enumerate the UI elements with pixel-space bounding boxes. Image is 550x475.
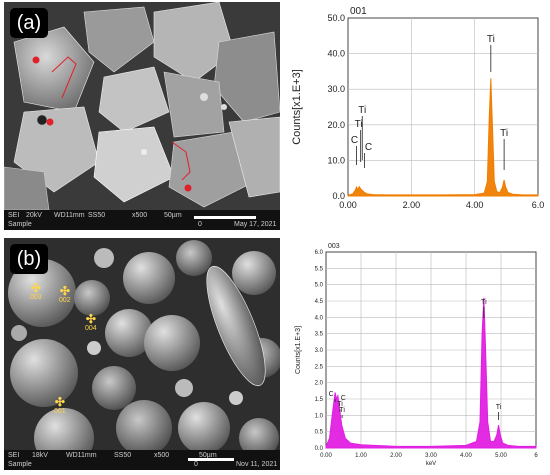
sem-a-scale: 50µm [164,212,182,219]
crosshair-icon: ✣ [59,284,70,298]
eds-a-y-axis-label: Counts[x1.E+3] [291,69,303,145]
sem-b-marker-003-label: 003 [30,294,42,301]
sem-a-marker-2 [46,118,54,126]
eds-b-x-tick-label: 1.00 [355,453,367,459]
sem-b-marker-002: ✣ 002 [59,285,71,304]
sem-a-date: May 17, 2021 [234,221,277,228]
eds-b-peak-label: Ti [339,407,345,414]
eds-a-x-tick-label: 4.00 [466,200,484,210]
sem-image-b: (b) ✣ 003 ✣ 002 ✣ 004 ✣ 001 SEI 18kV WD1… [4,238,280,470]
eds-a-peak-label: Ti [487,34,495,45]
sem-a-wd: WD11mm [54,212,85,219]
sem-a-zero: 0 [198,221,202,228]
eds-b-peak-label: C [329,391,334,398]
eds-b-spectrum-id: 003 [328,243,340,250]
eds-a-peak-label: Ti [355,119,363,130]
sem-a-voltage: 20kV [26,212,42,219]
sem-b-sample: Sample [8,461,32,468]
crosshair-icon: ✣ [30,281,41,295]
eds-b-y-tick-label: 4.0 [315,315,324,321]
eds-b-y-tick-label: 2.5 [315,364,324,370]
sem-image-a-particles [4,2,280,230]
sem-b-wd: WD11mm [66,452,97,459]
eds-chart-b: 003 0.0 0.5 1.0 1.5 2.0 2.5 3.0 3.5 4.0 4.5 5.0 5.5 6… [286,236,550,472]
eds-a-peak-label: Ti [500,128,508,139]
eds-b-x-tick-label: 3.00 [425,453,437,459]
eds-b-x-tick-label: 6 [534,453,538,459]
sem-a-marker-1 [32,56,40,64]
sem-b-marker-004-label: 004 [85,325,97,332]
sem-b-marker-003: ✣ 003 [30,282,42,301]
sem-a-detector: SEI [8,212,20,219]
crosshair-icon: ✣ [54,395,65,409]
eds-a-peak-label: C [351,135,358,146]
eds-a-peak-label: C [365,142,372,153]
eds-b-x-tick-label: 4.00 [460,453,472,459]
eds-b-x-tick-label: 5.00 [495,453,507,459]
eds-b-y-tick-label: 0.0 [315,446,324,452]
eds-b-y-tick-label: 1.5 [315,397,324,403]
sem-a-mag: x500 [132,212,148,219]
sem-b-date: Nov 11, 2021 [236,461,278,468]
panel-label-a: (a) [10,8,48,38]
eds-b-spectrum-series [325,297,537,449]
sem-a-info-bar: SEI 20kV WD11mm SS50 x500 50µm Sample 0 … [4,210,280,230]
eds-b-y-tick-label: 0.5 [315,430,324,436]
eds-a-x-tick-label: 6.0 [532,200,545,210]
sem-a-sample: Sample [8,221,32,228]
sem-image-b-particles [4,238,280,470]
eds-a-y-tick-label: 20.0 [327,120,345,130]
eds-a-spectrum-id: 001 [350,6,367,17]
sem-b-marker-002-label: 002 [59,297,71,304]
sem-a-scale-bar [194,216,256,219]
sem-b-detector: SEI [8,452,20,459]
eds-a-y-tick-label: 50.0 [327,13,345,23]
eds-chart-a: 001 0.0 10.0 20.0 30.0 40.0 50.0 0.00 2.00 4.00 6.… [286,0,550,232]
sem-b-marker-001-label: 001 [54,408,66,415]
eds-b-peak-label: Ti [337,401,343,408]
eds-chart-a-svg: 001 0.0 10.0 20.0 30.0 40.0 50.0 0.00 2.00 4.00 6.… [291,6,545,210]
sem-a-ss: SS50 [88,212,106,219]
eds-a-y-tick-label: 10.0 [327,155,345,165]
sem-b-marker-004: ✣ 004 [85,313,97,332]
eds-a-x-tick-label: 2.00 [403,200,421,210]
sem-b-voltage: 18kV [32,452,48,459]
eds-a-y-tick-label: 0.0 [332,191,345,201]
eds-a-frame [347,17,539,197]
eds-b-peak-label: C [341,395,346,402]
sem-b-info-bar: SEI 18kV WD11mm SS50 x500 50µm Sample 0 … [4,450,280,470]
eds-a-y-tick-label: 40.0 [327,49,345,59]
sem-b-zero: 0 [194,461,198,468]
sem-b-scale-bar [188,458,234,461]
eds-b-y-tick-label: 3.5 [315,332,324,338]
eds-b-y-tick-label: 5.5 [315,266,324,272]
crosshair-icon: ✣ [85,312,96,326]
eds-b-y-tick-label: 3.0 [315,348,324,354]
eds-b-y-tick-label: 2.0 [315,381,324,387]
sem-b-scale: 50µm [199,452,217,459]
sem-a-marker-3 [184,184,192,192]
sem-b-marker-001: ✣ 001 [54,396,66,415]
panel-label-b: (b) [10,244,48,274]
eds-b-peak-label: Ti [481,299,487,306]
eds-b-y-tick-label: 5.0 [315,283,324,289]
sem-b-ss: SS50 [114,452,132,459]
eds-b-y-tick-label: 4.5 [315,299,324,305]
eds-b-y-tick-label: 6.0 [315,250,324,256]
eds-b-x-tick-label: 2.00 [390,453,402,459]
eds-a-spectrum-series [347,78,539,197]
sem-b-mag: x500 [154,452,170,459]
eds-a-y-tick-label: 30.0 [327,84,345,94]
eds-b-x-axis-label: keV [426,461,436,467]
eds-a-peak-label: Ti [358,105,366,116]
eds-b-peak-label: Ti [496,404,502,411]
sem-image-a: (a) SEI 20kV WD11mm SS50 x500 50µm Sampl… [4,2,280,230]
eds-b-y-tick-label: 1.0 [315,413,324,419]
eds-chart-b-svg: 003 0.0 0.5 1.0 1.5 2.0 2.5 3.0 3.5 4.0 4.5 5.0 5.5 6… [295,243,538,467]
eds-a-x-tick-label: 0.00 [339,200,357,210]
eds-b-y-axis-label: Counts[x1.E+3] [295,326,302,374]
eds-b-x-tick-label: 0.00 [320,453,332,459]
